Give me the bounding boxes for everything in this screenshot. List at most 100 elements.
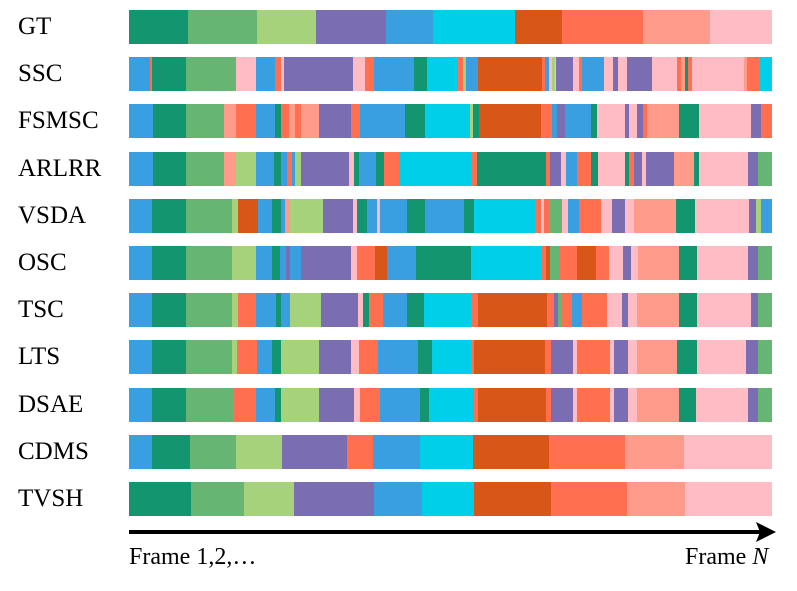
segment [643,10,710,44]
segment [634,199,676,233]
segment [186,293,232,327]
segment [129,199,152,233]
segment [697,293,751,327]
segment [471,293,478,327]
segment [363,293,369,327]
segment [677,340,697,374]
segment [557,104,565,138]
segment [281,104,289,138]
segment [627,57,652,91]
segment [625,104,629,138]
segment [353,57,365,91]
segment [272,246,280,280]
segment [281,152,287,186]
segment [591,152,598,186]
segment [464,199,474,233]
segment-bar [129,340,772,374]
segment [582,293,607,327]
segment [646,152,674,186]
segment [643,104,647,138]
segment [258,199,272,233]
segment-bar [129,246,772,280]
segment [623,246,631,280]
segment [560,246,577,280]
segment [386,10,433,44]
segment [238,199,258,233]
segment [596,246,609,280]
segment [360,388,380,422]
x-axis-end-label: Frame N [685,544,768,571]
x-axis-start-label: Frame 1,2,… [129,544,257,570]
segment [549,57,552,91]
segment [696,388,748,422]
segment [186,57,236,91]
segment [552,104,557,138]
segment [420,388,429,422]
segment-bar [129,388,772,422]
method-label: DSAE [18,391,84,418]
segment [152,57,186,91]
segment [637,340,677,374]
segment [614,340,628,374]
method-label: VSDA [18,202,87,229]
segment [360,104,405,138]
segment [625,152,629,186]
segment [359,152,376,186]
segment [129,482,191,516]
segment [758,340,772,374]
segment [748,152,758,186]
segment [627,482,685,516]
segment [224,104,236,138]
segment [692,57,744,91]
segment [544,199,550,233]
segment [295,104,301,138]
segment [478,57,542,91]
segment [129,152,153,186]
segment [186,152,224,186]
segment [257,10,316,44]
segment [380,388,420,422]
segment [562,199,568,233]
segment [256,57,275,91]
segment [129,388,152,422]
segment [562,293,572,327]
method-label: GT [18,13,52,40]
segment [550,246,560,280]
segment [546,388,551,422]
segment [290,246,301,280]
segment [232,199,238,233]
segment [555,57,556,91]
segment [565,104,591,138]
segment [256,246,272,280]
segment [552,57,555,91]
segment [257,340,272,374]
segment [188,10,257,44]
segment [637,388,679,422]
segment [425,104,470,138]
segment [546,246,550,280]
segment [232,293,238,327]
segment [351,340,359,374]
segment [422,482,474,516]
segment [679,293,697,327]
segment [601,199,612,233]
segment [186,246,232,280]
segment [515,10,562,44]
segment [236,152,256,186]
segment [546,152,550,186]
segment [625,199,634,233]
segment [301,246,351,280]
frame-axis-arrowhead [756,522,776,542]
segment [367,199,377,233]
segment [129,57,150,91]
segment [577,152,591,186]
segment [234,388,256,422]
segment [748,246,758,280]
segment [418,340,432,374]
segment-bar [129,199,772,233]
segment [549,435,625,469]
segment [697,246,748,280]
segment [566,152,577,186]
segment [610,340,614,374]
method-label: OSC [18,249,67,276]
